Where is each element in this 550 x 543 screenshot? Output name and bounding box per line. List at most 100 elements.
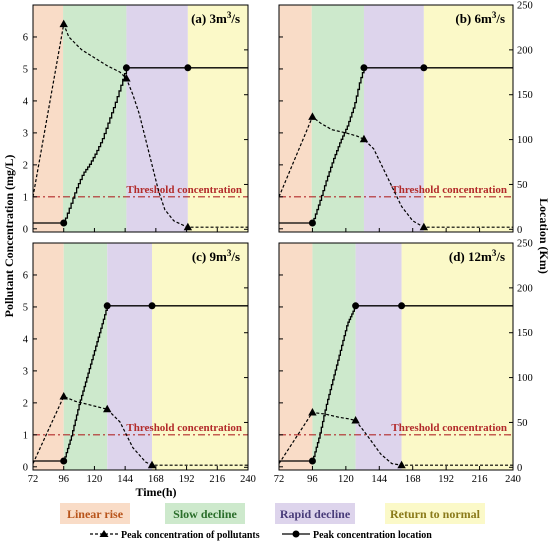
panel-frame (32, 4, 249, 233)
panels: Threshold concentration 0 1 2 3 4 5 6 (a) 3m3/s T… (23, 1, 533, 486)
threshold-label: Threshold concentration (391, 422, 507, 434)
legend-label-concentration: Peak concentration of pollutants (121, 530, 260, 541)
legend-marker-concentration (99, 530, 109, 537)
marker-concentration (359, 134, 369, 143)
legend: Linear rise Slow decline Rapid decline R… (60, 503, 485, 541)
y-right-tick-label: 250 (517, 1, 533, 12)
panel-frame (278, 4, 514, 233)
marker-location (308, 219, 316, 227)
y-left-tick-label: 5 (23, 302, 28, 313)
phase-band-linear-rise (33, 243, 64, 470)
x-tick-label: 120 (338, 474, 354, 485)
y-left-tick-label: 0 (23, 224, 28, 235)
marker-concentration (419, 222, 429, 231)
x-tick-label: 240 (505, 474, 521, 485)
y-left-tick-label: 3 (23, 366, 28, 377)
panel-label: (d) 12m3/s (449, 248, 505, 264)
marker-concentration (351, 415, 360, 424)
threshold-label: Threshold concentration (391, 184, 507, 196)
y-left-tick-label: 6 (23, 32, 28, 43)
y-right-label: Location (Km) (537, 198, 550, 274)
x-tick-label: 96 (307, 474, 318, 485)
marker-location (398, 302, 406, 310)
phase-band-rapid-decline (355, 243, 402, 470)
series-line-concentration (32, 395, 248, 466)
legend-label-linear-rise: Linear rise (67, 507, 124, 521)
y-left-tick-label: 0 (23, 462, 28, 473)
x-tick-label: 144 (371, 474, 388, 485)
y-left-tick-label: 4 (23, 96, 29, 107)
y-left-tick-label: 1 (23, 192, 28, 203)
x-tick-label: 216 (472, 474, 488, 485)
legend-marker-location (292, 530, 300, 538)
marker-concentration (59, 391, 68, 400)
x-tick-label: 216 (209, 474, 225, 485)
phase-band-rapid-decline (107, 243, 153, 470)
y-left-tick-label: 5 (23, 64, 28, 75)
marker-location (420, 64, 428, 72)
legend-label-rapid-decline: Rapid decline (280, 507, 351, 521)
y-right-tick-label: 100 (517, 135, 533, 146)
panel-label: (a) 3m3/s (191, 10, 240, 26)
x-tick-label: 192 (438, 474, 454, 485)
phase-band-rapid-decline (363, 5, 424, 232)
y-right-tick-label: 50 (517, 418, 528, 429)
phase-band-return-to-normal (187, 5, 248, 232)
panel-4: Threshold concentration 72 96 120 144 168 192 2… (274, 239, 533, 486)
y-left-tick-label: 3 (23, 128, 28, 139)
legend-label-slow-decline: Slow decline (173, 507, 237, 521)
y-right-tick-label: 150 (517, 328, 533, 339)
marker-location (60, 457, 68, 465)
threshold-label: Threshold concentration (126, 422, 242, 434)
series-line-location (279, 67, 513, 224)
marker-location (60, 219, 68, 227)
marker-concentration (397, 460, 406, 469)
y-left-tick-label: 6 (23, 270, 28, 281)
y-left-tick-label: 1 (23, 430, 28, 441)
marker-concentration (183, 222, 193, 231)
legend-swatch-return-to-normal (385, 503, 485, 524)
phase-band-linear-rise (279, 5, 312, 232)
panel-frame (32, 242, 249, 471)
phase-band-return-to-normal (152, 243, 248, 470)
marker-location (184, 64, 192, 72)
x-tick-label: 168 (405, 474, 421, 485)
phase-band-linear-rise (279, 243, 313, 470)
x-tick-label: 168 (148, 474, 164, 485)
y-left-tick-label: 2 (23, 398, 28, 409)
x-tick-label: 96 (58, 474, 69, 485)
panel-label: (b) 6m3/s (455, 10, 505, 26)
x-tick-label: 240 (240, 474, 256, 485)
panel-2: Threshold concentration 0 50 100 150 200 250 (b… (278, 1, 533, 236)
marker-location (308, 457, 316, 465)
phase-band-slow-decline (311, 5, 364, 232)
threshold-label: Threshold concentration (126, 184, 242, 196)
marker-location (148, 302, 156, 310)
y-right-tick-label: 200 (517, 283, 533, 294)
legend-label-location: Peak concentration location (313, 530, 432, 541)
y-right-tick-label: 250 (517, 239, 533, 250)
x-label: Time(h) (135, 485, 176, 499)
series-line-location (33, 305, 248, 462)
panel-1: Threshold concentration 0 1 2 3 4 5 6 (a) 3m3/s (23, 4, 249, 235)
marker-concentration (147, 460, 157, 469)
marker-concentration (308, 112, 317, 120)
y-left-tick-label: 4 (23, 334, 29, 345)
phase-band-return-to-normal (423, 5, 513, 232)
x-tick-label: 144 (117, 474, 134, 485)
phase-band-slow-decline (312, 243, 356, 470)
y-right-tick-label: 50 (517, 180, 528, 191)
marker-concentration (59, 19, 68, 28)
legend-label-return-to-normal: Return to normal (390, 507, 481, 521)
x-tick-label: 72 (274, 474, 285, 485)
phase-band-rapid-decline (126, 5, 188, 232)
marker-concentration (308, 407, 317, 416)
x-tick-label: 72 (28, 474, 39, 485)
phase-band-return-to-normal (401, 243, 513, 470)
x-tick-label: 120 (87, 474, 103, 485)
y-right-tick-label: 100 (517, 373, 533, 384)
y-right-tick-label: 0 (517, 225, 522, 236)
panel-frame (278, 242, 514, 471)
